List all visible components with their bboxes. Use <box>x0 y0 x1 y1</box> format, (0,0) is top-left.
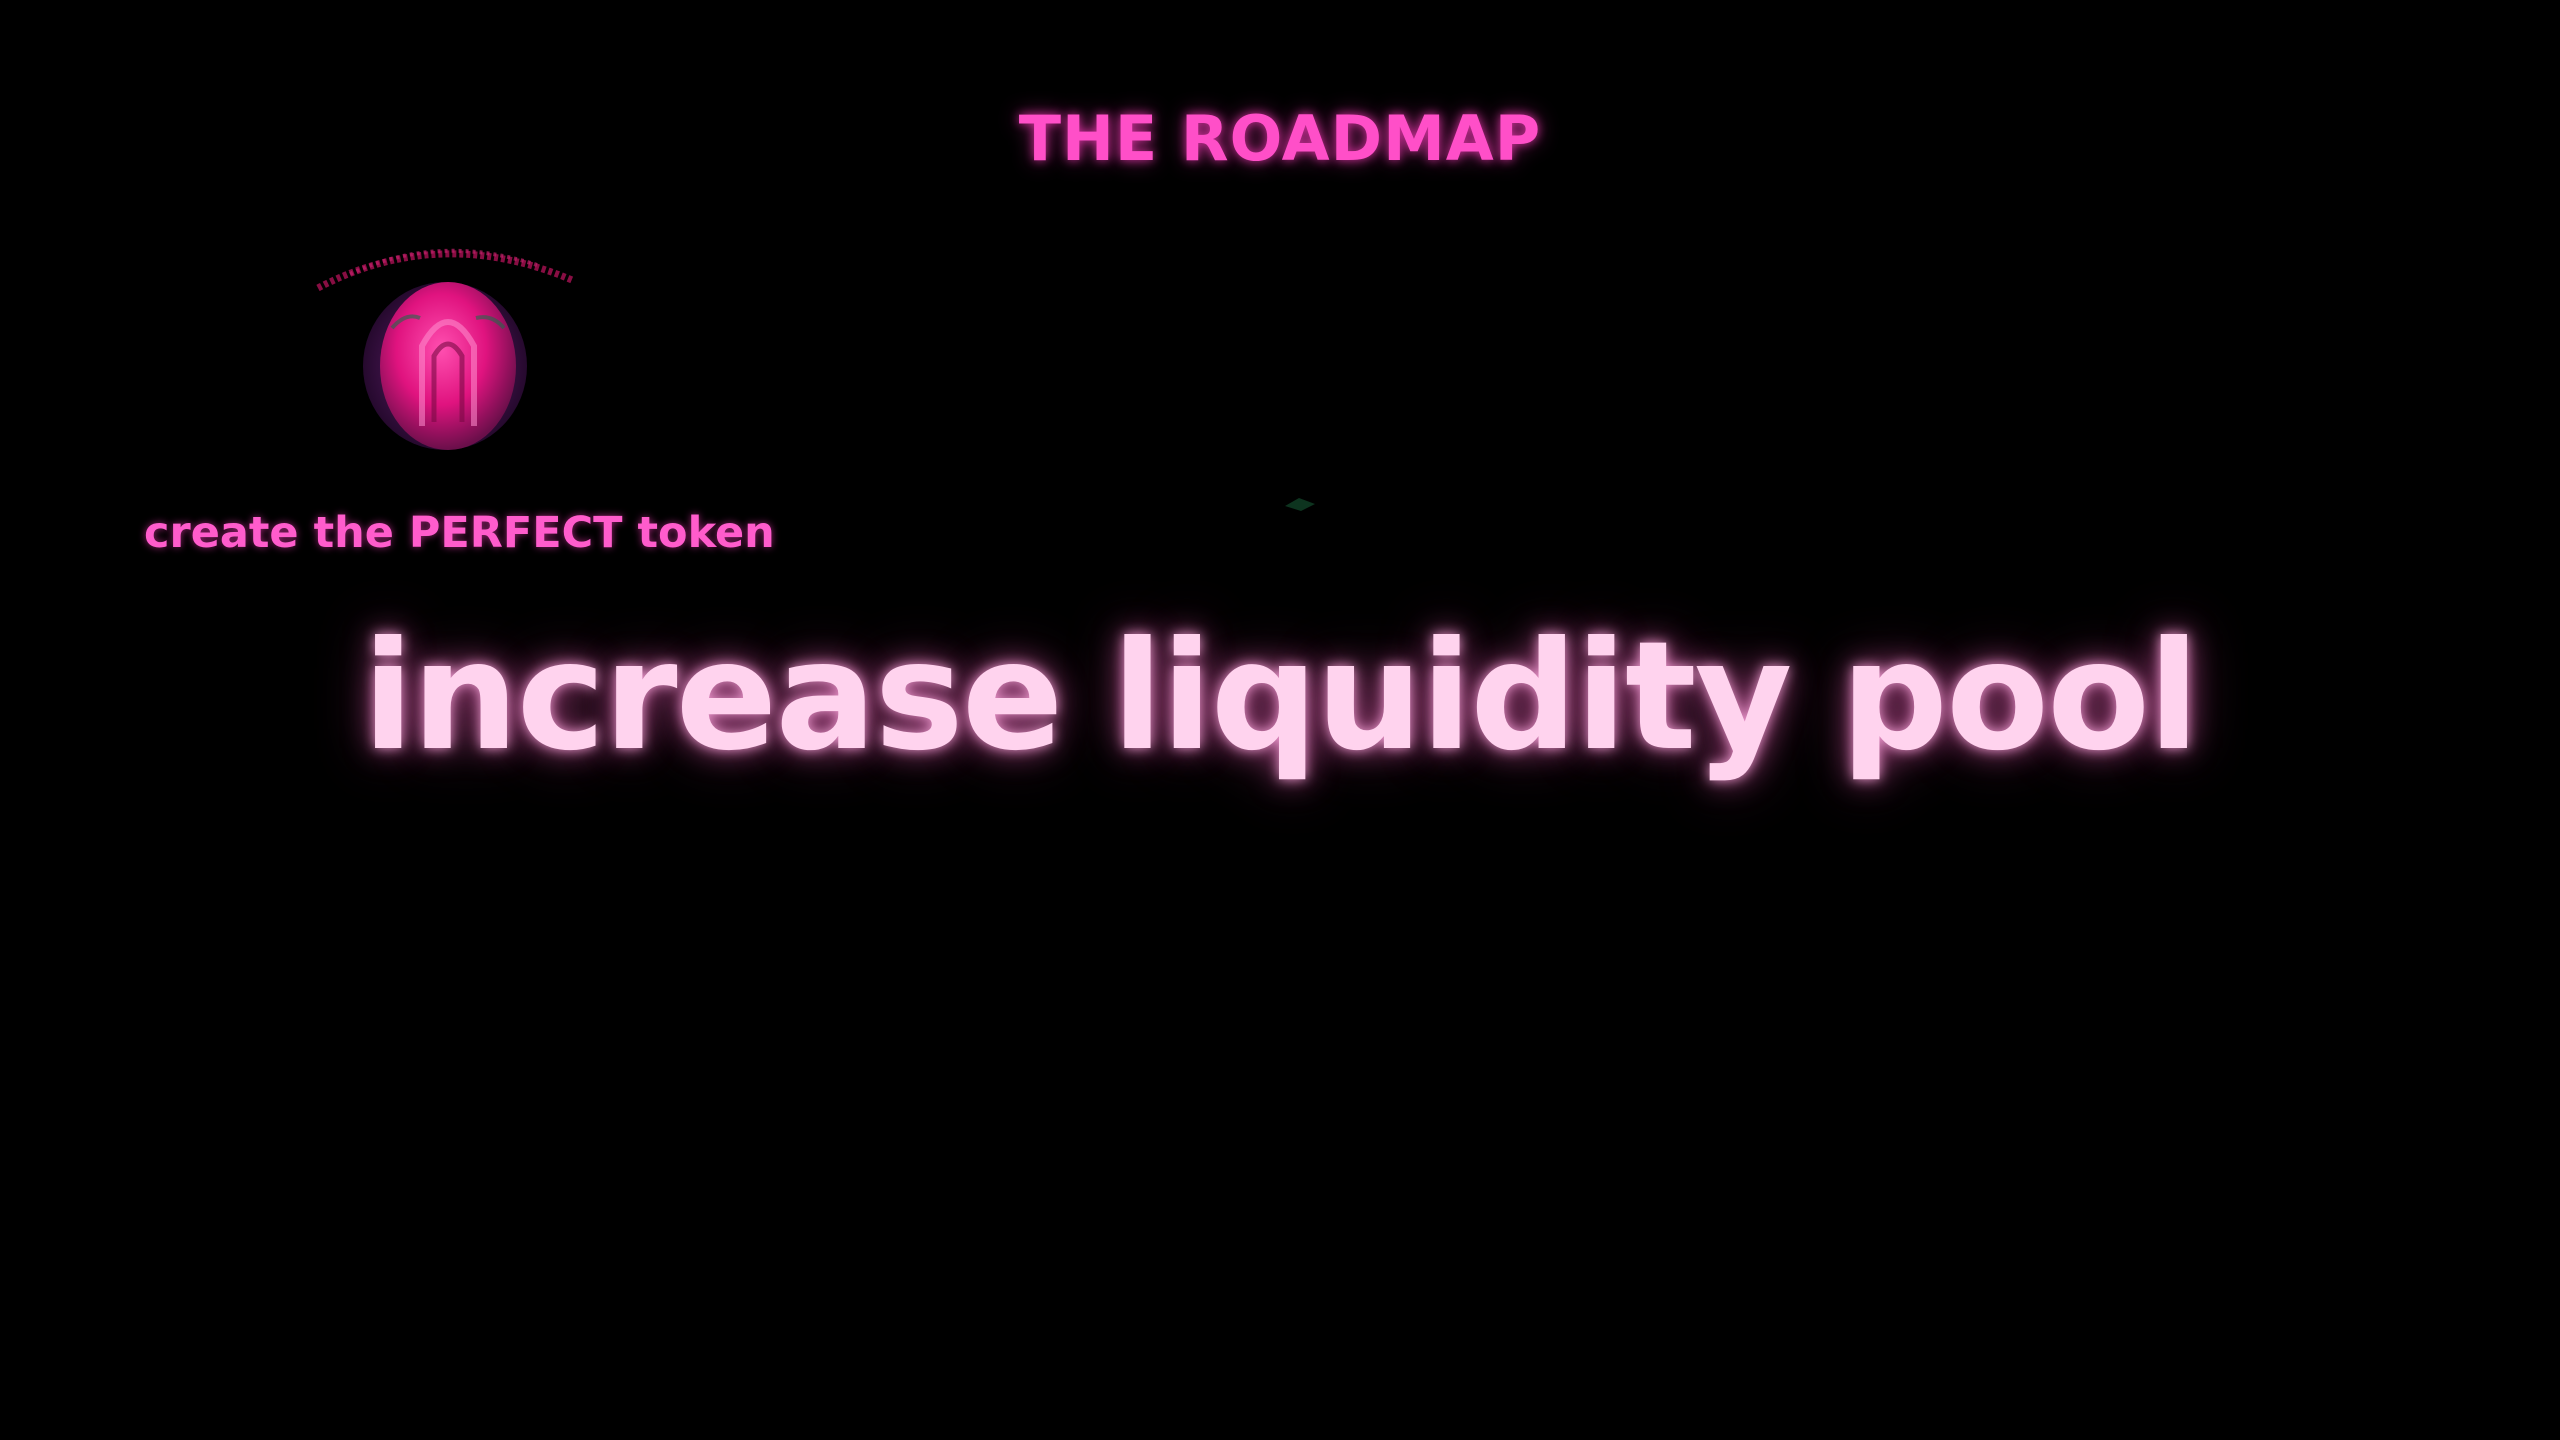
pink-globe-logo-icon <box>316 248 574 450</box>
decorative-speck <box>1285 498 1315 511</box>
roadmap-step-label: create the PERFECT token <box>144 508 775 558</box>
headline-text: increase liquidity pool <box>362 610 2199 784</box>
slide-title: THE ROADMAP <box>1018 102 1542 175</box>
logo <box>310 236 580 466</box>
